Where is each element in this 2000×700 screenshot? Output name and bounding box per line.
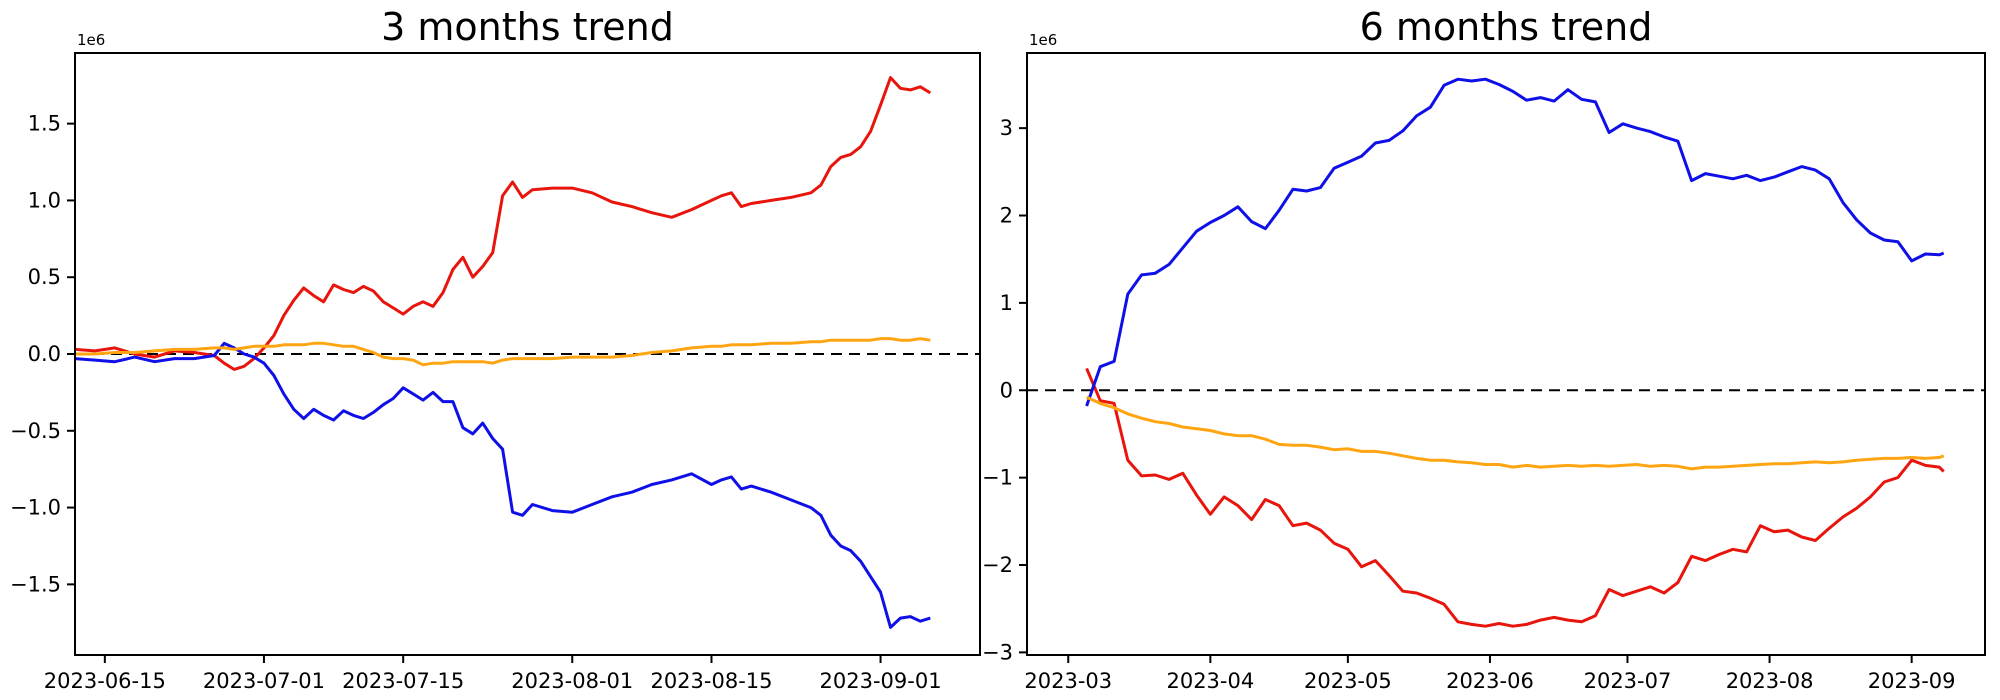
x-tick-label: 2023-08-01 [511,669,633,693]
axis-offset-label: 1e6 [1029,31,1057,49]
x-tick-label: 2023-07-01 [203,669,325,693]
plot-border [1026,52,1986,656]
x-tick-label: 2023-09-01 [820,669,942,693]
series-line-red [74,76,932,371]
x-tick-label: 2023-04 [1166,669,1254,693]
x-tick-label: 2023-07 [1584,669,1672,693]
y-tick-label: −2 [982,553,1013,577]
y-tick-label: 0.0 [28,342,61,366]
x-tick-label: 2023-05 [1304,669,1392,693]
x-tick-label: 2023-08 [1726,669,1814,693]
axis-offset-label: 1e6 [77,31,105,49]
series-line-blue [74,341,931,629]
x-tick-label: 2023-06-15 [44,669,166,693]
y-tick-label: 3 [1000,116,1013,140]
x-tick-label: 2023-08-15 [650,669,772,693]
y-tick-label: 1.5 [28,112,61,136]
x-tick-label: 2023-07-15 [342,669,464,693]
series-line-orange [1085,395,1945,471]
series-line-blue [1085,77,1945,407]
x-tick-label: 2023-06 [1446,669,1534,693]
y-tick-label: −1 [982,466,1013,490]
y-tick-label: 1 [1000,291,1013,315]
x-tick-label: 2023-03 [1024,669,1112,693]
y-tick-label: 0.5 [28,265,61,289]
y-tick-label: 1.0 [28,188,61,212]
y-tick-label: −1.0 [10,496,61,520]
series-line-red [1085,367,1945,628]
y-tick-label: −3 [982,640,1013,664]
y-tick-label: −1.5 [10,572,61,596]
chart-title: 6 months trend [1360,5,1653,49]
series-line-orange [75,337,931,367]
y-tick-label: 0 [1000,378,1013,402]
chart-title: 3 months trend [381,5,674,49]
x-tick-label: 2023-09 [1868,669,1956,693]
y-tick-label: 2 [1000,204,1013,228]
y-tick-label: −0.5 [10,419,61,443]
